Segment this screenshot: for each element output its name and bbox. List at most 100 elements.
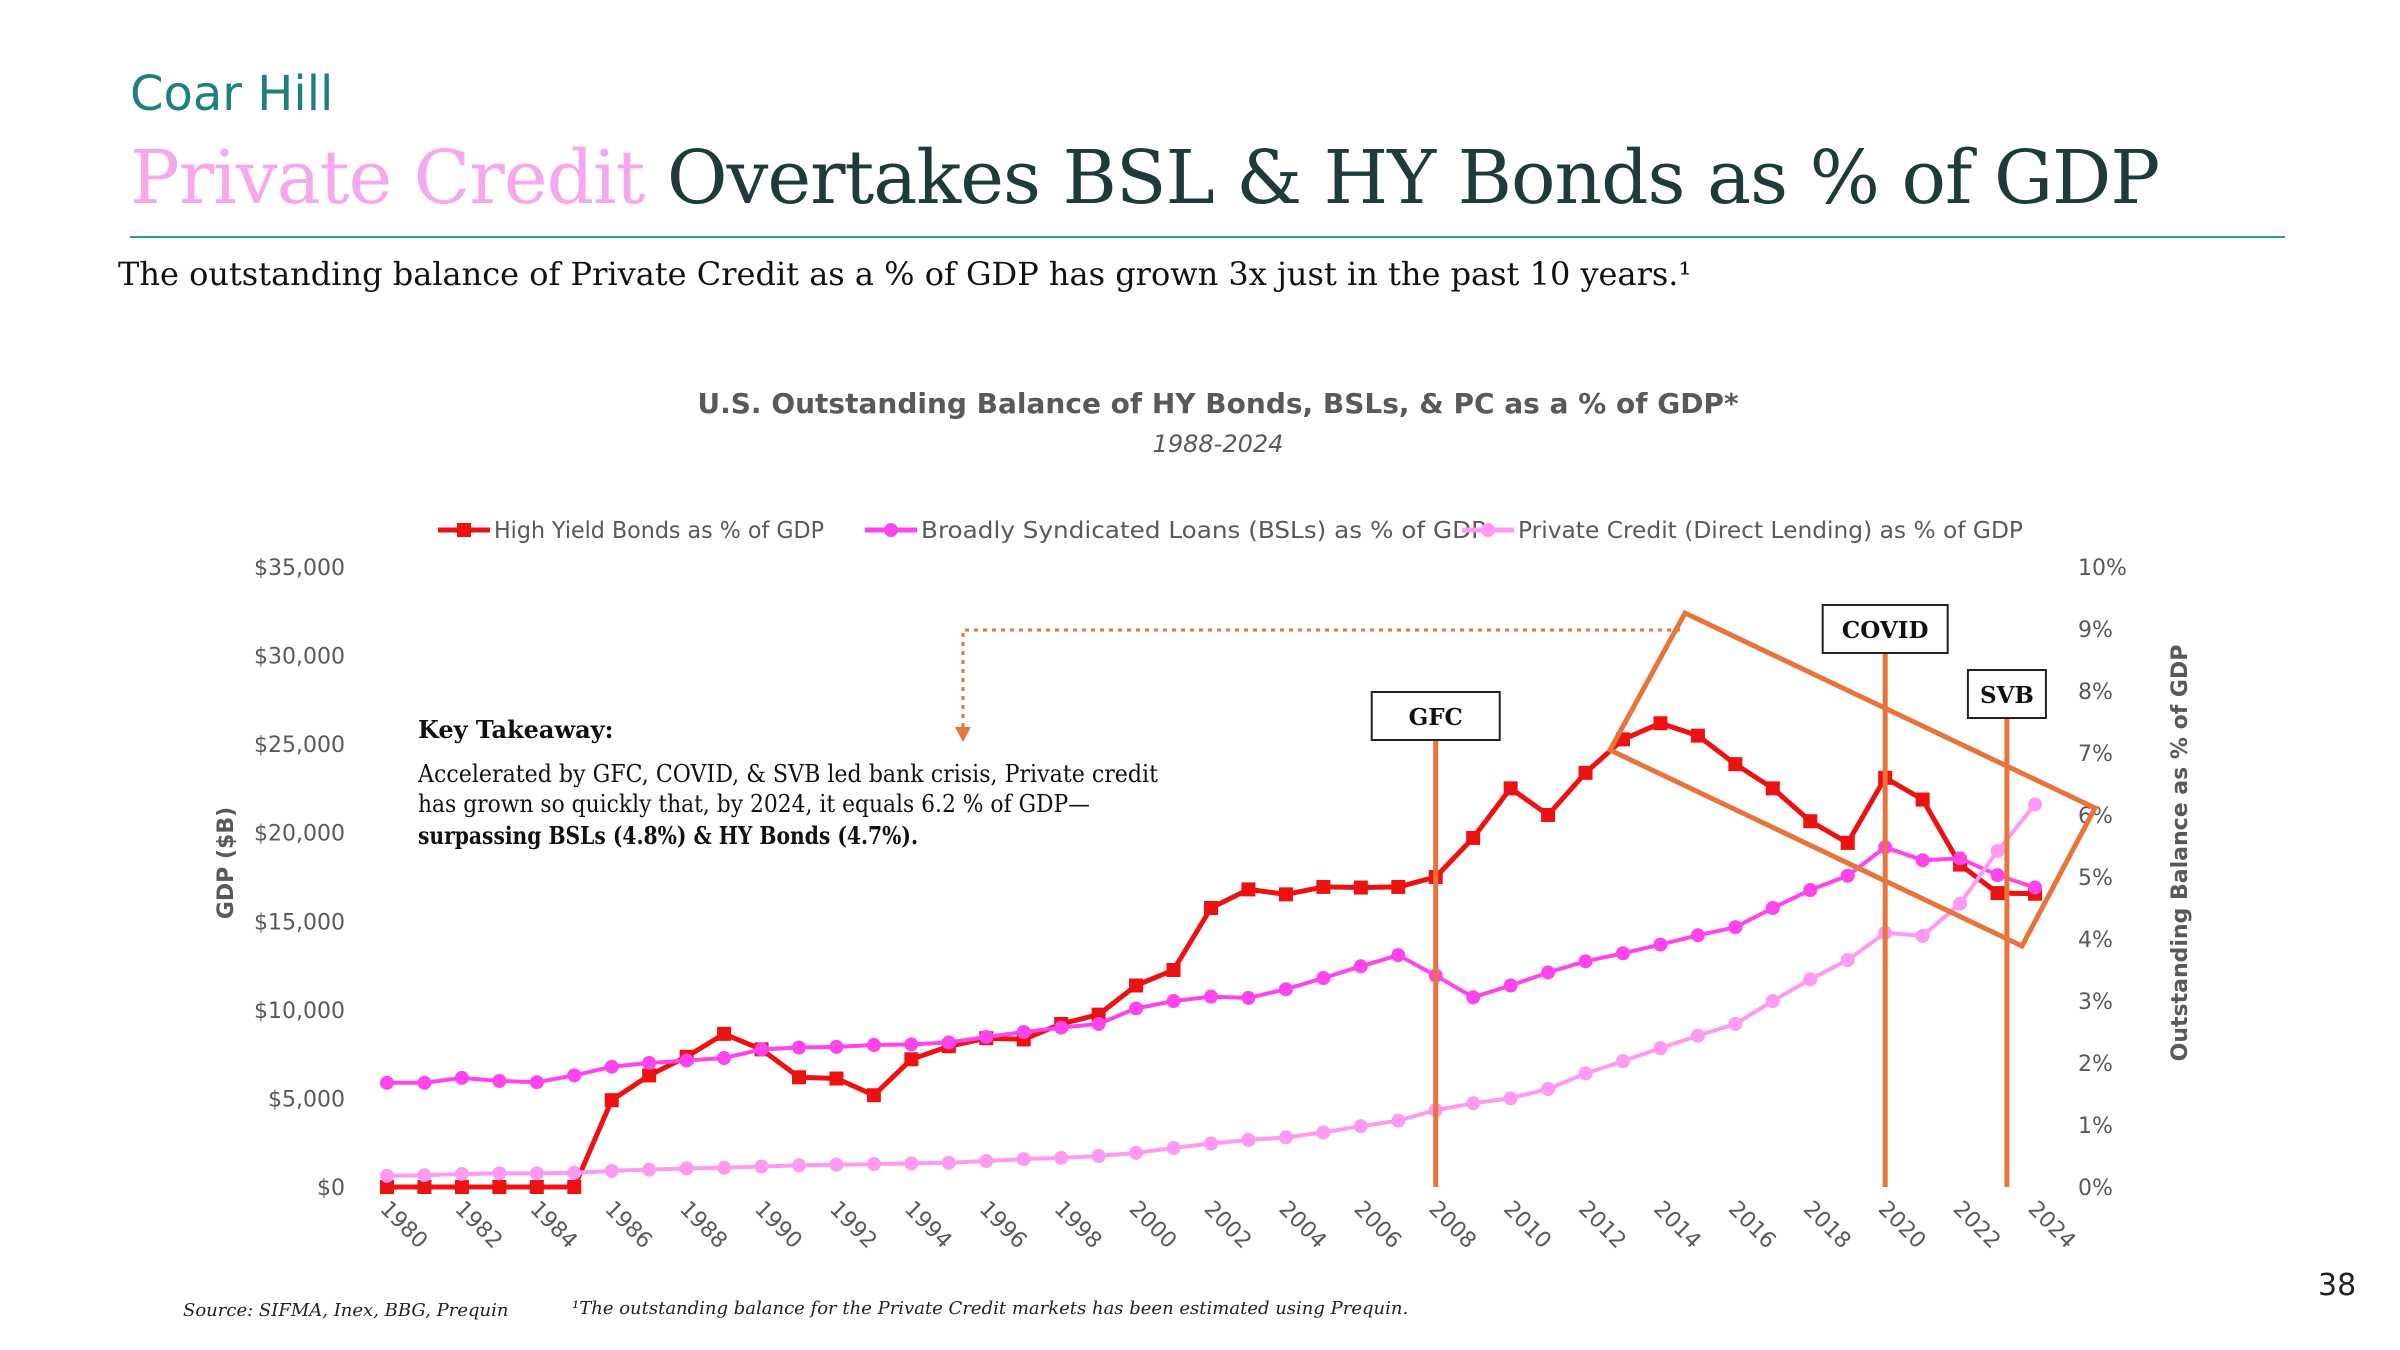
series-layer xyxy=(380,716,2042,1194)
data-point xyxy=(417,1180,432,1194)
x-tick-label: 1980 xyxy=(375,1197,432,1254)
data-point xyxy=(1129,1145,1144,1160)
legend-label: High Yield Bonds as % of GDP xyxy=(494,518,824,544)
y-right-tick-label: 1% xyxy=(2078,1114,2113,1139)
data-point xyxy=(1728,757,1743,772)
x-tick-label: 2006 xyxy=(1349,1197,1406,1254)
x-tick-label: 2008 xyxy=(1423,1197,1480,1254)
legend-item-3: Private Credit (Direct Lending) as % of … xyxy=(1462,518,2023,544)
data-point xyxy=(1278,982,1293,997)
data-point xyxy=(567,1068,582,1083)
y-right-tick-label: 3% xyxy=(2078,990,2113,1015)
x-tick-label: 2022 xyxy=(1948,1197,2005,1254)
data-point xyxy=(1953,896,1968,911)
data-point xyxy=(829,1039,844,1054)
data-point xyxy=(904,1037,919,1052)
chart-legend: High Yield Bonds as % of GDP Broadly Synd… xyxy=(438,518,2023,544)
data-point xyxy=(1278,1130,1293,1145)
data-point xyxy=(1690,1028,1705,1043)
data-point xyxy=(567,1180,582,1194)
data-point xyxy=(941,1155,956,1170)
data-point xyxy=(1653,1041,1668,1056)
data-point xyxy=(1016,1025,1031,1039)
data-point xyxy=(1353,880,1368,895)
data-point xyxy=(454,1070,469,1085)
data-point xyxy=(417,1075,432,1090)
data-point xyxy=(979,1153,994,1168)
data-point xyxy=(717,1026,732,1041)
legend-item-2: Broadly Syndicated Loans (BSLs) as % of … xyxy=(865,518,1486,544)
key-takeaway-line: has grown so quickly that, by 2024, it e… xyxy=(418,790,1090,818)
data-point xyxy=(829,1071,844,1086)
y-right-tick-label: 4% xyxy=(2078,928,2113,953)
data-point xyxy=(604,1163,619,1178)
data-point xyxy=(1466,830,1481,845)
source-note: Source: SIFMA, Inex, BBG, Prequin xyxy=(183,1300,509,1321)
title-divider xyxy=(130,236,2285,238)
legend-marker xyxy=(457,523,471,537)
data-point xyxy=(717,1051,732,1066)
x-tick-label: 2002 xyxy=(1199,1197,1256,1254)
data-point xyxy=(1840,868,1855,883)
data-point xyxy=(2028,880,2042,895)
data-point xyxy=(829,1157,844,1172)
data-point xyxy=(1466,990,1481,1005)
connector-arrowhead xyxy=(955,727,971,742)
data-point xyxy=(679,1053,694,1068)
data-point xyxy=(1353,959,1368,974)
data-point xyxy=(417,1168,432,1183)
event-svb: SVB xyxy=(1966,669,2047,1187)
x-tick-label: 1984 xyxy=(525,1197,582,1254)
data-point xyxy=(1353,1119,1368,1134)
data-point xyxy=(1728,920,1743,935)
data-point xyxy=(492,1180,507,1194)
data-point xyxy=(1915,853,1930,868)
data-point xyxy=(1690,728,1705,743)
data-point xyxy=(941,1035,956,1050)
y-left-tick-label: $20,000 xyxy=(254,822,345,847)
legend-marker xyxy=(884,523,898,537)
series-2 xyxy=(380,840,2042,1090)
y-left-tick-label: $15,000 xyxy=(254,910,345,935)
data-point xyxy=(792,1040,806,1055)
data-point xyxy=(642,1068,657,1083)
x-tick-label: 2014 xyxy=(1648,1197,1705,1254)
footnote: ¹The outstanding balance for the Private… xyxy=(572,1298,1409,1319)
legend-label: Broadly Syndicated Loans (BSLs) as % of … xyxy=(921,518,1486,544)
x-tick-label: 1994 xyxy=(899,1197,956,1254)
data-point xyxy=(1578,765,1593,780)
data-point xyxy=(754,1042,769,1057)
x-tick-label: 1998 xyxy=(1049,1197,1106,1254)
event-label-box xyxy=(1821,604,1949,654)
event-label: COVID xyxy=(1842,617,1929,644)
data-point xyxy=(866,1088,881,1103)
data-point xyxy=(1016,1152,1031,1167)
data-point xyxy=(1503,1091,1518,1106)
page-title: Private Credit Overtakes BSL & HY Bonds … xyxy=(130,135,2160,221)
data-point xyxy=(717,1160,732,1175)
legend-item-1: High Yield Bonds as % of GDP xyxy=(438,518,824,544)
data-point xyxy=(1204,989,1218,1004)
data-point xyxy=(2028,797,2042,812)
event-covid: COVID xyxy=(1821,604,1949,1187)
y-left-tick-label: $5,000 xyxy=(268,1087,345,1112)
y-left-tick-label: $10,000 xyxy=(254,999,345,1024)
series-3 xyxy=(380,797,2042,1183)
chart-subtitle: 1988-2024 xyxy=(1153,430,1284,458)
chart-annotations: GFC COVID SVB Key Takeaway: Accelerated by G… xyxy=(417,604,2099,1187)
data-point xyxy=(567,1165,582,1180)
x-tick-label: 2020 xyxy=(1873,1197,1930,1254)
data-point xyxy=(1091,1016,1106,1031)
data-point xyxy=(604,1093,619,1108)
x-tick-label: 1996 xyxy=(974,1197,1031,1254)
data-point xyxy=(792,1158,806,1173)
data-point xyxy=(866,1157,881,1172)
event-label: GFC xyxy=(1409,704,1463,731)
data-point xyxy=(492,1073,507,1088)
data-point xyxy=(679,1161,694,1176)
data-point xyxy=(866,1038,881,1053)
data-point xyxy=(904,1052,919,1067)
x-tick-label: 1990 xyxy=(749,1197,806,1254)
event-label-box xyxy=(1966,669,2047,719)
x-tick-label: 1992 xyxy=(824,1197,881,1254)
